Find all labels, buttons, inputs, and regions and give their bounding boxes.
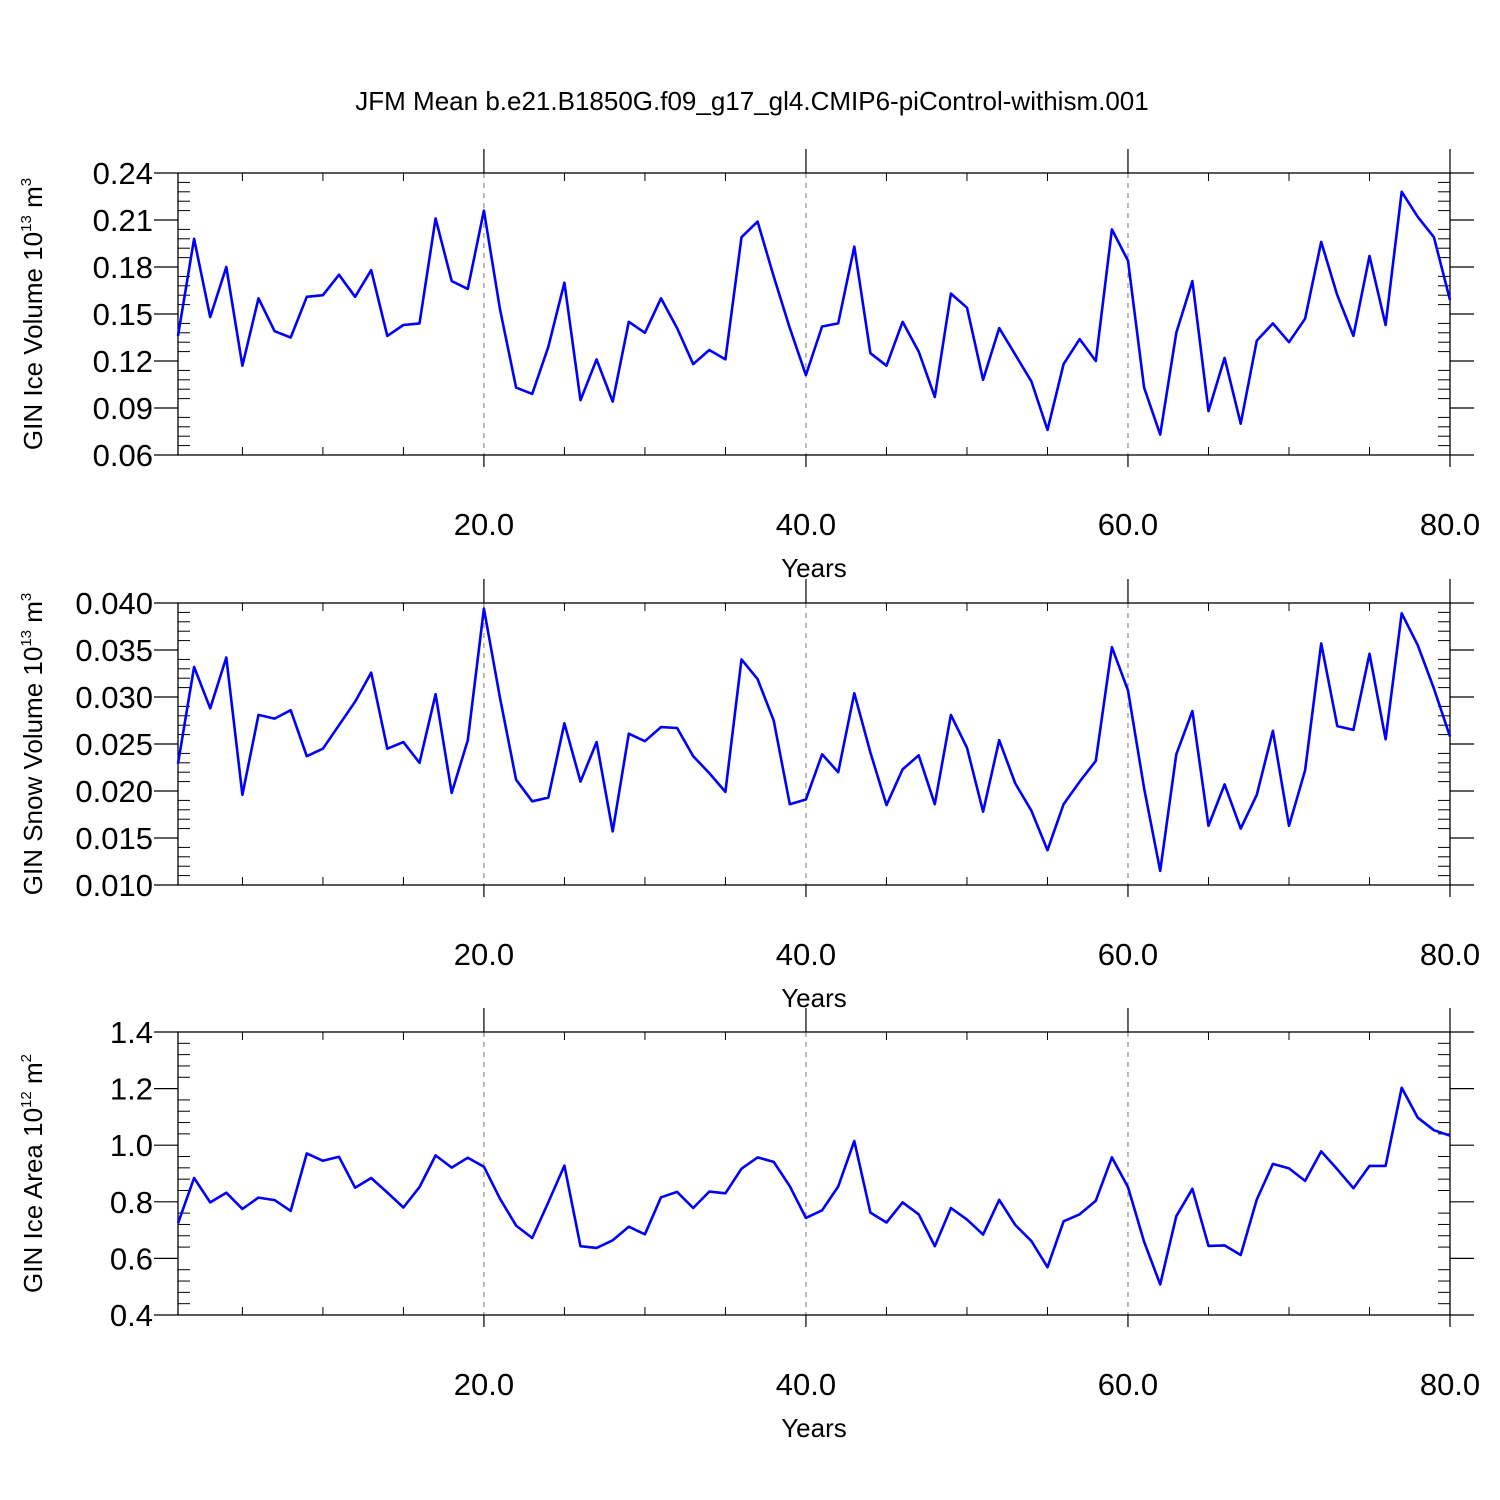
figure-title: JFM Mean b.e21.B1850G.f09_g17_gl4.CMIP6-… <box>355 86 1148 116</box>
x-tick-label: 60.0 <box>1098 1367 1158 1402</box>
panel-3: 20.0 40.0 60.0 80.0 0.4 0.6 0.8 1.0 1.2 1.4 Years G… <box>18 1008 1480 1443</box>
y-tick-label: 1.4 <box>110 1015 153 1050</box>
y-tick-label: 0.15 <box>93 297 153 332</box>
y-axis-label: GIN Ice Area 1012 m2 <box>18 1054 48 1293</box>
y-tick-label: 0.6 <box>110 1241 153 1276</box>
x-axis-label: Years <box>781 1413 847 1443</box>
y-tick-label: 0.4 <box>110 1298 153 1333</box>
y-tick-label: 0.12 <box>93 344 153 379</box>
y-tick-label: 0.09 <box>93 391 153 426</box>
y-tick-label: 0.18 <box>93 250 153 285</box>
x-axis-label: Years <box>781 983 847 1013</box>
x-tick-label: 80.0 <box>1420 1367 1480 1402</box>
series-line-1 <box>176 607 1452 873</box>
plot-frame <box>177 1031 1451 1316</box>
x-tick-label: 60.0 <box>1098 507 1158 542</box>
x-tick-label: 20.0 <box>454 1367 514 1402</box>
y-tick-label: 0.020 <box>75 774 153 809</box>
y-tick-label: 0.010 <box>75 868 153 903</box>
x-axis-label: Years <box>781 553 847 583</box>
plot-frame <box>177 172 1451 456</box>
y-axis-label: GIN Snow Volume 1013 m3 <box>18 593 48 896</box>
y-tick-label: 0.06 <box>93 438 153 473</box>
y-tick-label: 0.035 <box>75 633 153 668</box>
x-tick-label: 60.0 <box>1098 937 1158 972</box>
y-tick-label: 0.040 <box>75 586 153 621</box>
x-tick-label: 40.0 <box>776 937 836 972</box>
panel-1: 20.0 40.0 60.0 80.0 0.06 0.09 0.12 0.15 0.18 0.21… <box>18 149 1480 583</box>
y-tick-label: 0.24 <box>93 156 153 191</box>
x-tick-label: 80.0 <box>1420 507 1480 542</box>
y-axis-label: GIN Ice Volume 1013 m3 <box>18 178 48 450</box>
plot-frame <box>177 602 1451 886</box>
y-tick-label: 0.030 <box>75 680 153 715</box>
x-tick-label: 20.0 <box>454 507 514 542</box>
x-tick-label: 40.0 <box>776 1367 836 1402</box>
y-tick-label: 0.015 <box>75 821 153 856</box>
series-line-1 <box>176 1086 1451 1286</box>
x-tick-label: 40.0 <box>776 507 836 542</box>
y-tick-label: 0.8 <box>110 1185 153 1220</box>
x-tick-label: 20.0 <box>454 937 514 972</box>
y-tick-label: 1.0 <box>110 1128 153 1163</box>
x-tick-label: 80.0 <box>1420 937 1480 972</box>
panels: 20.0 40.0 60.0 80.0 0.06 0.09 0.12 0.15 0.18 0.21… <box>18 149 1480 1443</box>
y-tick-label: 0.21 <box>93 203 153 238</box>
panel-2: 20.0 40.0 60.0 80.0 0.010 0.015 0.020 0.025 0.03… <box>18 579 1480 1013</box>
y-tick-label: 0.025 <box>75 727 153 762</box>
series-line-1 <box>176 190 1452 436</box>
y-tick-label: 1.2 <box>110 1072 153 1107</box>
